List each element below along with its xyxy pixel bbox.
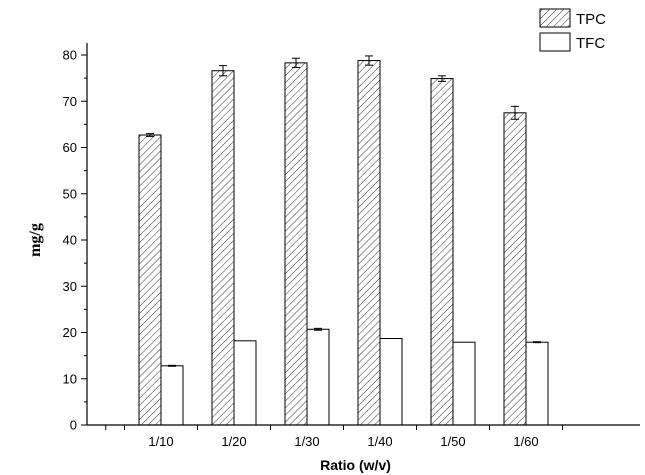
y-tick-label-80: 80 [63, 48, 77, 63]
x-tick-label-1-60: 1/60 [513, 434, 538, 449]
y-tick-label-70: 70 [63, 94, 77, 109]
legend-swatch-tpc [539, 8, 571, 28]
y-tick-label-20: 20 [63, 325, 77, 340]
legend-label-tpc: TPC [576, 11, 606, 28]
bar-tfc-1-10 [160, 365, 184, 426]
bar-tfc-1-30 [306, 328, 330, 426]
y-tick-label-40: 40 [63, 233, 77, 248]
error-bar-tpc-1-60 [511, 105, 519, 120]
bar-tpc-1-40 [357, 60, 381, 426]
y-axis-title: mg/g [27, 223, 44, 257]
x-tick-label-1-20: 1/20 [221, 434, 246, 449]
error-bar-tpc-1-50 [438, 75, 446, 82]
y-tick-label-30: 30 [63, 279, 77, 294]
y-tick-label-10: 10 [63, 371, 77, 386]
error-bar-tpc-1-30 [292, 57, 300, 68]
bar-tfc-1-20 [233, 340, 257, 426]
bar-tpc-1-50 [430, 78, 454, 426]
y-tick-label-0: 0 [70, 418, 77, 433]
error-bar-tpc-1-20 [219, 65, 227, 77]
legend-swatch-tfc [539, 32, 571, 52]
y-tick-label-50: 50 [63, 186, 77, 201]
error-bar-tfc-1-10 [168, 364, 176, 367]
error-bar-tfc-1-60 [533, 341, 541, 344]
error-bar-tfc-1-30 [314, 327, 322, 331]
x-tick-label-1-30: 1/30 [294, 434, 319, 449]
y-tick-label-60: 60 [63, 140, 77, 155]
bar-tfc-1-40 [379, 338, 403, 426]
bar-tpc-1-30 [284, 62, 308, 426]
bar-tfc-1-60 [525, 341, 549, 426]
bar-tpc-1-10 [138, 134, 162, 426]
bar-tpc-1-60 [503, 112, 527, 426]
error-bar-tpc-1-10 [146, 133, 154, 137]
error-bar-tpc-1-40 [365, 55, 373, 66]
bar-tpc-1-20 [211, 70, 235, 426]
bar-tfc-1-50 [452, 341, 476, 426]
x-tick-label-1-40: 1/40 [367, 434, 392, 449]
x-tick-label-1-50: 1/50 [440, 434, 465, 449]
legend-label-tfc: TFC [576, 35, 605, 52]
x-tick-label-1-10: 1/10 [148, 434, 173, 449]
x-axis-title: Ratio (w/v) [320, 457, 391, 473]
